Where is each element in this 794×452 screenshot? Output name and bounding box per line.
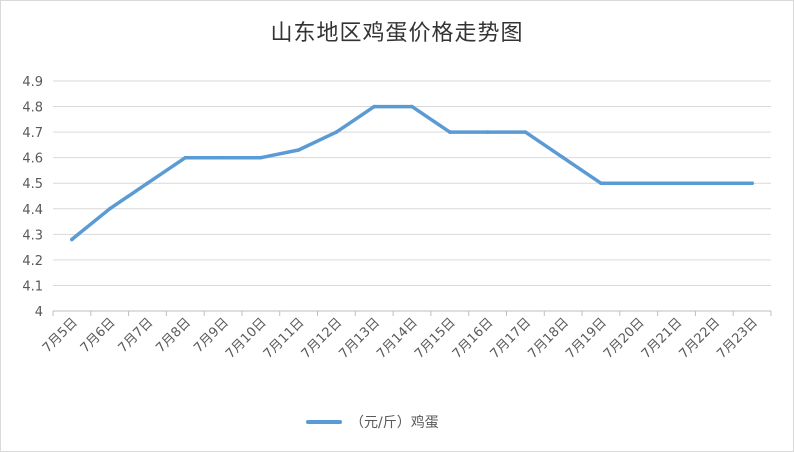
x-tick-label: 7月6日	[78, 315, 119, 356]
x-tick-label: 7月10日	[223, 315, 270, 362]
data-point	[599, 181, 603, 186]
x-tick-label: 7月5日	[40, 315, 81, 356]
legend-label: （元/斤）鸡蛋	[350, 415, 439, 431]
data-point	[523, 130, 528, 134]
y-tick-label: 4.5	[22, 177, 43, 192]
data-point	[296, 148, 301, 152]
y-tick-label: 4.1	[22, 279, 43, 294]
data-point	[485, 130, 490, 134]
series-line	[70, 104, 754, 242]
data-point	[259, 155, 263, 160]
y-tick-label: 4.7	[22, 126, 43, 141]
x-tick-label: 7月8日	[153, 315, 194, 356]
data-point	[636, 181, 641, 186]
x-tick-label: 7月15日	[412, 315, 459, 362]
data-point	[145, 181, 150, 186]
data-point	[107, 206, 112, 211]
x-tick-label: 7月16日	[450, 315, 497, 362]
data-point	[183, 155, 188, 160]
x-tick-label: 7月21日	[639, 315, 686, 362]
x-tick-label: 7月7日	[116, 315, 157, 356]
x-tick-label: 7月12日	[299, 315, 346, 362]
y-tick-label: 4.9	[22, 75, 43, 90]
data-point	[750, 181, 754, 186]
x-tick-label: 7月23日	[714, 315, 761, 362]
x-tick-label: 7月17日	[488, 315, 535, 362]
x-tick-label: 7月13日	[336, 315, 383, 362]
data-point	[372, 104, 377, 109]
legend: （元/斤）鸡蛋	[306, 411, 439, 433]
data-point	[561, 155, 565, 160]
x-tick-label: 7月20日	[601, 315, 648, 362]
y-tick-label: 4.3	[22, 228, 43, 243]
data-point	[334, 130, 339, 134]
data-point	[674, 181, 679, 186]
x-tick-label: 7月19日	[563, 315, 610, 362]
y-tick-label: 4.2	[22, 254, 43, 269]
x-tick-label: 7月18日	[525, 315, 572, 362]
data-point	[221, 155, 225, 160]
y-tick-label: 4.4	[22, 203, 43, 218]
y-tick-label: 4.8	[22, 101, 43, 116]
x-tick-label: 7月14日	[374, 315, 421, 362]
x-tick-label: 7月11日	[261, 315, 308, 362]
legend-swatch	[306, 420, 342, 424]
x-tick-label: 7月22日	[677, 315, 724, 362]
chart-title: 山东地区鸡蛋价格走势图	[270, 21, 524, 46]
y-tick-label: 4	[35, 305, 43, 320]
data-point	[410, 104, 414, 109]
data-point	[712, 181, 717, 186]
data-point	[70, 237, 74, 242]
data-point	[447, 130, 452, 134]
y-tick-label: 4.6	[22, 152, 43, 167]
